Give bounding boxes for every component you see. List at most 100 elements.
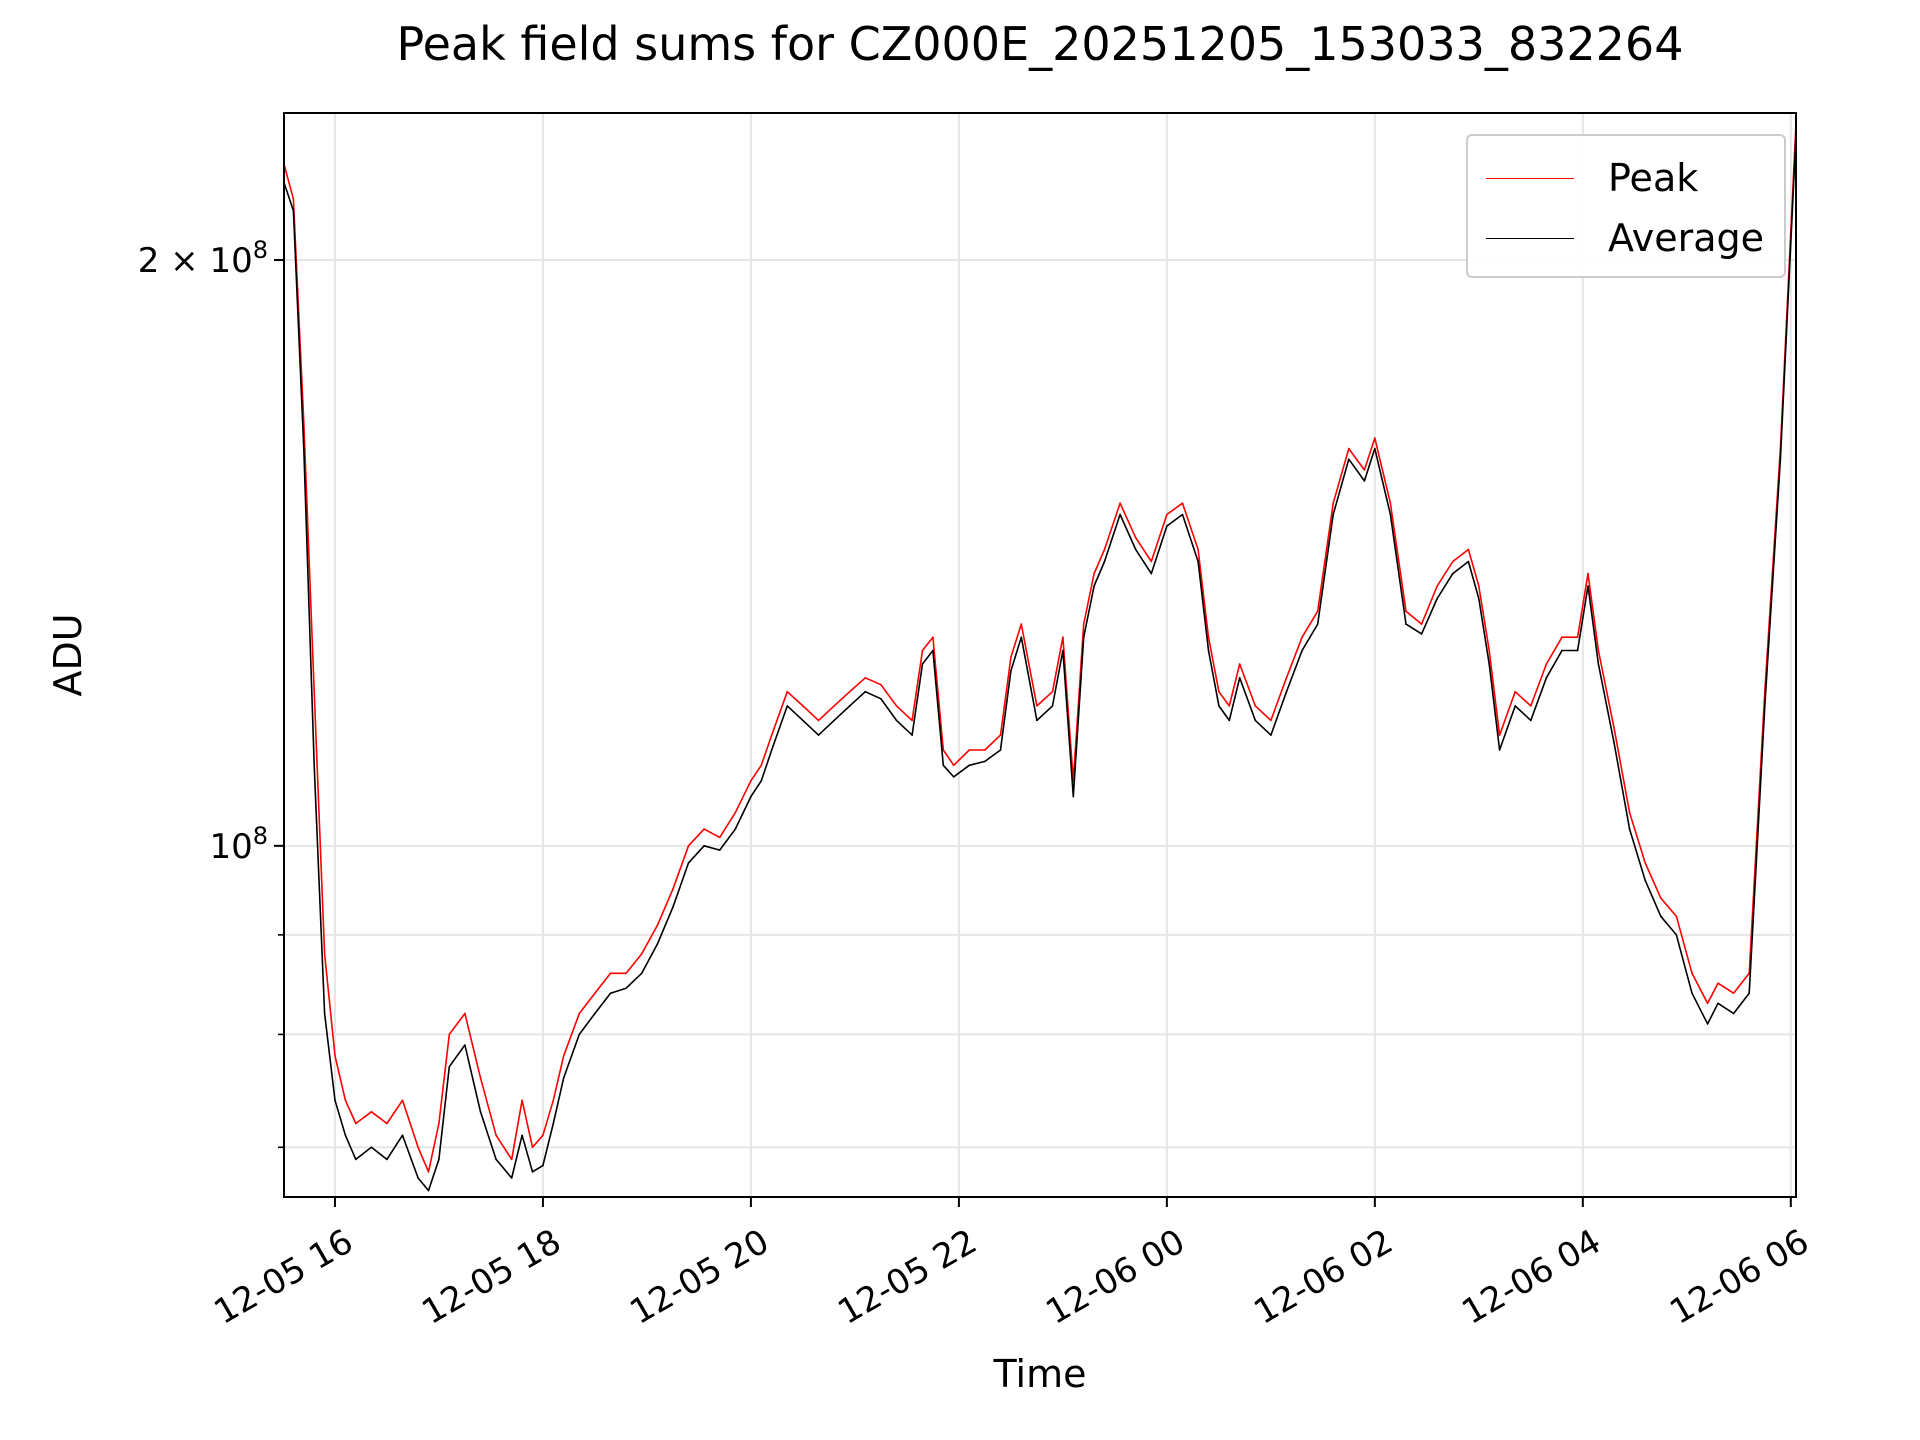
data-point-peak (703, 828, 705, 830)
data-point-average (1062, 649, 1064, 652)
data-point-average (1706, 1023, 1709, 1025)
data-point-average (952, 776, 955, 778)
x-tick-label: 12-05 16 (207, 1222, 359, 1333)
x-tick-label: 12-06 00 (1039, 1222, 1191, 1333)
data-point-peak (401, 1099, 404, 1102)
x-tick-label: 12-06 02 (1247, 1222, 1399, 1333)
data-point-peak (1675, 915, 1678, 918)
data-point-average (1150, 572, 1153, 575)
data-point-average (1779, 458, 1782, 461)
data-point-average (1748, 992, 1750, 994)
data-point-peak (1597, 649, 1600, 652)
data-point-average (1207, 649, 1210, 652)
data-point-average (334, 1099, 336, 1102)
data-point-average (1530, 719, 1532, 722)
data-point-average (552, 1122, 555, 1125)
data-point-peak (1093, 572, 1095, 575)
data-point-peak (1467, 548, 1470, 551)
legend-label-average: Average (1608, 216, 1765, 260)
data-point-average (578, 1033, 581, 1036)
data-point-average (323, 1012, 326, 1015)
data-point-average (1561, 649, 1563, 652)
data-point-average (510, 1177, 513, 1179)
data-point-peak (984, 749, 986, 751)
data-point-average (1228, 719, 1231, 722)
data-point-average (464, 1044, 466, 1046)
data-point-peak (1587, 572, 1589, 575)
data-point-average (1010, 670, 1012, 672)
data-point-average (609, 992, 612, 994)
data-point-average (1270, 734, 1272, 736)
data-point-peak (1010, 656, 1012, 658)
data-point-average (760, 780, 763, 782)
x-tick-label: 12-05 20 (623, 1222, 775, 1333)
data-point-peak (895, 705, 898, 707)
data-point-average (344, 1134, 347, 1137)
data-point-average (562, 1077, 565, 1079)
data-point-average (448, 1065, 451, 1068)
data-point-peak (594, 992, 596, 994)
data-point-peak (932, 636, 934, 638)
data-point-peak (495, 1134, 497, 1137)
data-point-peak (921, 649, 924, 652)
data-point-average (1488, 663, 1490, 665)
data-point-average (932, 649, 934, 652)
data-point-average (687, 862, 690, 864)
data-point-peak (1332, 502, 1334, 505)
data-point-peak (1691, 972, 1693, 975)
data-point-peak (802, 705, 804, 707)
data-point-peak (1051, 690, 1054, 693)
tick-layer: 12-05 16 12-05 18 12-05 20 12-05 22 12-06 00… (138, 236, 1816, 1333)
data-point-average (1587, 585, 1589, 587)
data-point-average (1576, 649, 1579, 652)
data-point-peak (1197, 548, 1199, 551)
data-point-peak (1545, 663, 1548, 665)
data-point-peak (1363, 469, 1366, 471)
data-point-peak (344, 1099, 347, 1102)
data-point-peak (1374, 437, 1376, 439)
data-point-average (968, 764, 971, 767)
data-point-average (911, 734, 913, 736)
plot-frame (283, 112, 1797, 1198)
data-point-peak (1628, 811, 1631, 814)
data-point-peak (1514, 690, 1516, 693)
data-point-peak (448, 1033, 451, 1036)
y-tick-label: 2 × 108 (138, 236, 268, 281)
data-point-peak (718, 836, 721, 839)
data-point-average (386, 1158, 388, 1161)
data-point-average (640, 972, 643, 975)
data-point-average (1660, 915, 1662, 918)
data-point-peak (1020, 623, 1023, 625)
data-point-average (1420, 633, 1423, 635)
data-point-peak (687, 845, 690, 847)
data-point-average (1732, 1012, 1735, 1015)
data-point-average (1072, 795, 1075, 798)
data-point-average (1020, 636, 1023, 638)
data-point-average (1051, 705, 1054, 707)
data-point-peak (1285, 677, 1288, 679)
data-point-average (1675, 934, 1678, 936)
data-point-average (1628, 828, 1631, 830)
data-point-average (1764, 705, 1766, 707)
data-point-average (1036, 719, 1038, 722)
data-point-peak (370, 1111, 373, 1113)
data-point-peak (833, 705, 835, 707)
data-point-average (1218, 705, 1220, 707)
data-point-average (625, 987, 627, 989)
data-point-peak (1576, 636, 1579, 638)
data-point-peak (1166, 513, 1168, 516)
data-point-average (594, 1012, 596, 1015)
data-point-peak (1660, 897, 1662, 899)
data-point-peak (334, 1055, 336, 1057)
data-point-peak (417, 1146, 419, 1149)
data-point-average (750, 795, 752, 798)
data-point-average (1478, 597, 1480, 600)
legend-item-average: Average (1486, 208, 1764, 268)
data-point-peak (1732, 992, 1735, 994)
data-point-peak (1181, 502, 1184, 505)
data-point-peak (1348, 447, 1350, 450)
data-point-peak (1134, 536, 1137, 539)
data-point-average (1691, 992, 1693, 994)
data-point-average (880, 698, 882, 700)
